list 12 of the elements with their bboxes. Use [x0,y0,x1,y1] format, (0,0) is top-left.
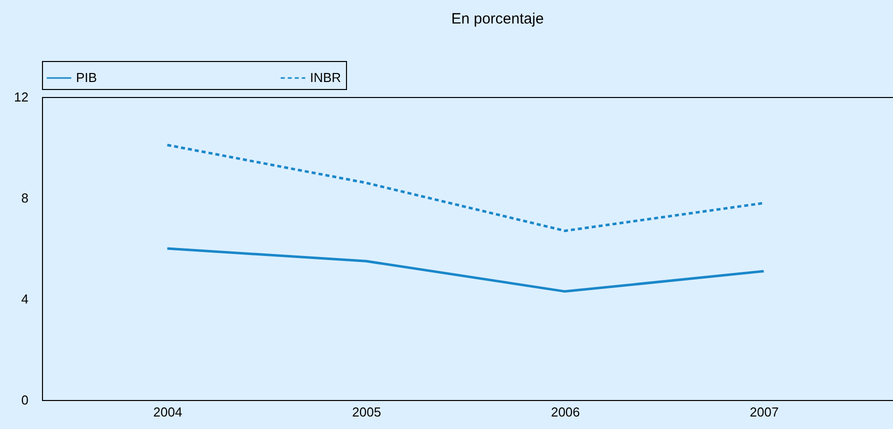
legend-label: PIB [76,70,97,85]
y-tick-label: 8 [21,190,28,206]
y-tick-label: 4 [21,292,28,306]
legend-label: INBR [310,70,342,85]
y-tick-label: 12 [14,90,28,104]
x-tick-label: 2004 [153,404,182,420]
x-tick-label: 2005 [352,404,382,420]
y-tick-label: 0 [21,392,28,408]
x-tick-label: 2007 [750,404,779,420]
x-tick-label: 2006 [550,404,580,420]
line-series [166,247,766,293]
chart-title: En porcentaje [451,10,544,28]
